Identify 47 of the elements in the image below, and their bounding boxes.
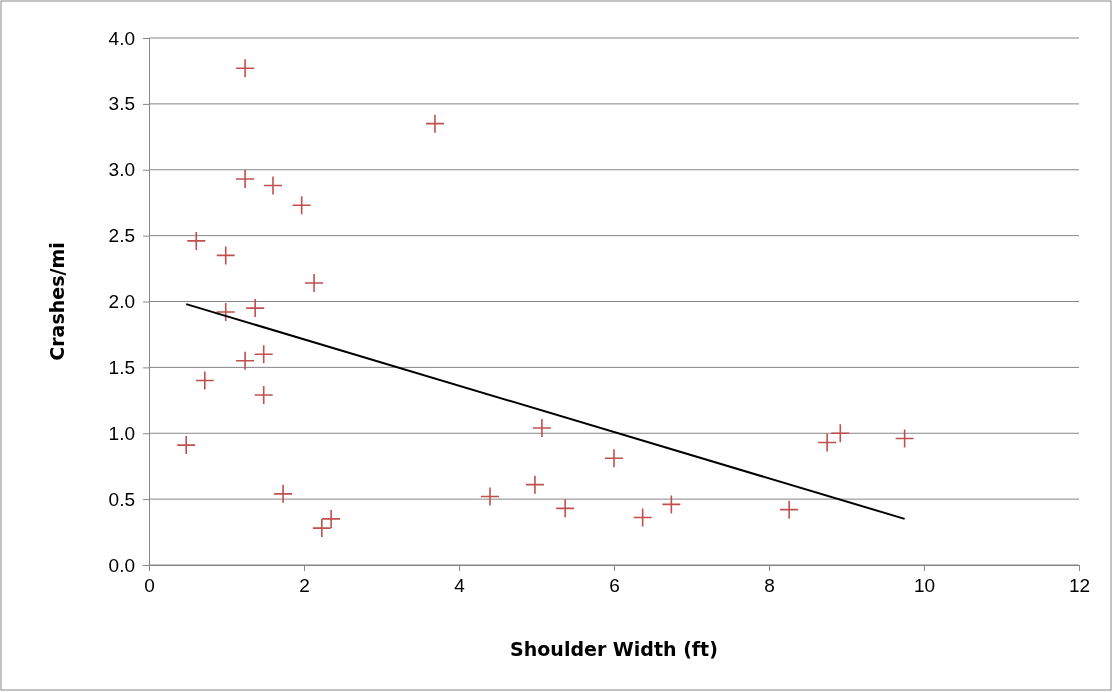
point: [195, 370, 215, 391]
y-tick-label: 1.0: [108, 422, 135, 444]
x-tick-label: 4: [454, 575, 466, 597]
point: [273, 484, 293, 504]
y-tick-label: 0.0: [108, 554, 135, 576]
x-tick-label: 6: [609, 575, 620, 597]
x-tick-label: 10: [913, 575, 936, 597]
point: [894, 428, 915, 449]
point: [312, 518, 332, 538]
point: [235, 350, 255, 371]
x-axis-title: Shoulder Width (ft): [510, 638, 718, 660]
point: [661, 494, 682, 515]
y-tick-label: 3.5: [108, 93, 135, 115]
point: [632, 507, 653, 528]
point: [235, 58, 255, 79]
point: [817, 432, 837, 453]
point: [830, 423, 851, 444]
x-tick-label: 0: [144, 575, 155, 597]
y-tick-label: 2.0: [108, 291, 135, 313]
point: [253, 385, 274, 405]
point: [425, 113, 445, 134]
y-tick-label: 2.5: [108, 225, 135, 247]
x-tick-label: 8: [764, 575, 775, 597]
point: [604, 448, 624, 469]
point: [304, 273, 324, 293]
y-tick-label: 3.0: [108, 159, 135, 181]
point: [215, 245, 236, 266]
point: [291, 195, 312, 216]
point: [525, 474, 545, 495]
point: [235, 169, 255, 189]
point: [186, 231, 207, 251]
point: [532, 418, 552, 438]
point: [779, 499, 799, 520]
point: [253, 344, 274, 364]
point: [245, 298, 265, 318]
y-tick-label: 1.5: [108, 356, 135, 378]
y-axis-title: Crashes/mi: [46, 242, 68, 361]
y-tick-label: 0.5: [108, 488, 135, 510]
point: [215, 302, 236, 322]
point: [321, 509, 341, 529]
point: [176, 435, 196, 455]
y-tick-label: 4.0: [108, 27, 135, 49]
point: [263, 175, 283, 196]
x-tick-label: 2: [299, 575, 310, 597]
x-tick-label: 12: [1068, 575, 1091, 597]
point: [555, 498, 575, 519]
point: [480, 486, 500, 507]
